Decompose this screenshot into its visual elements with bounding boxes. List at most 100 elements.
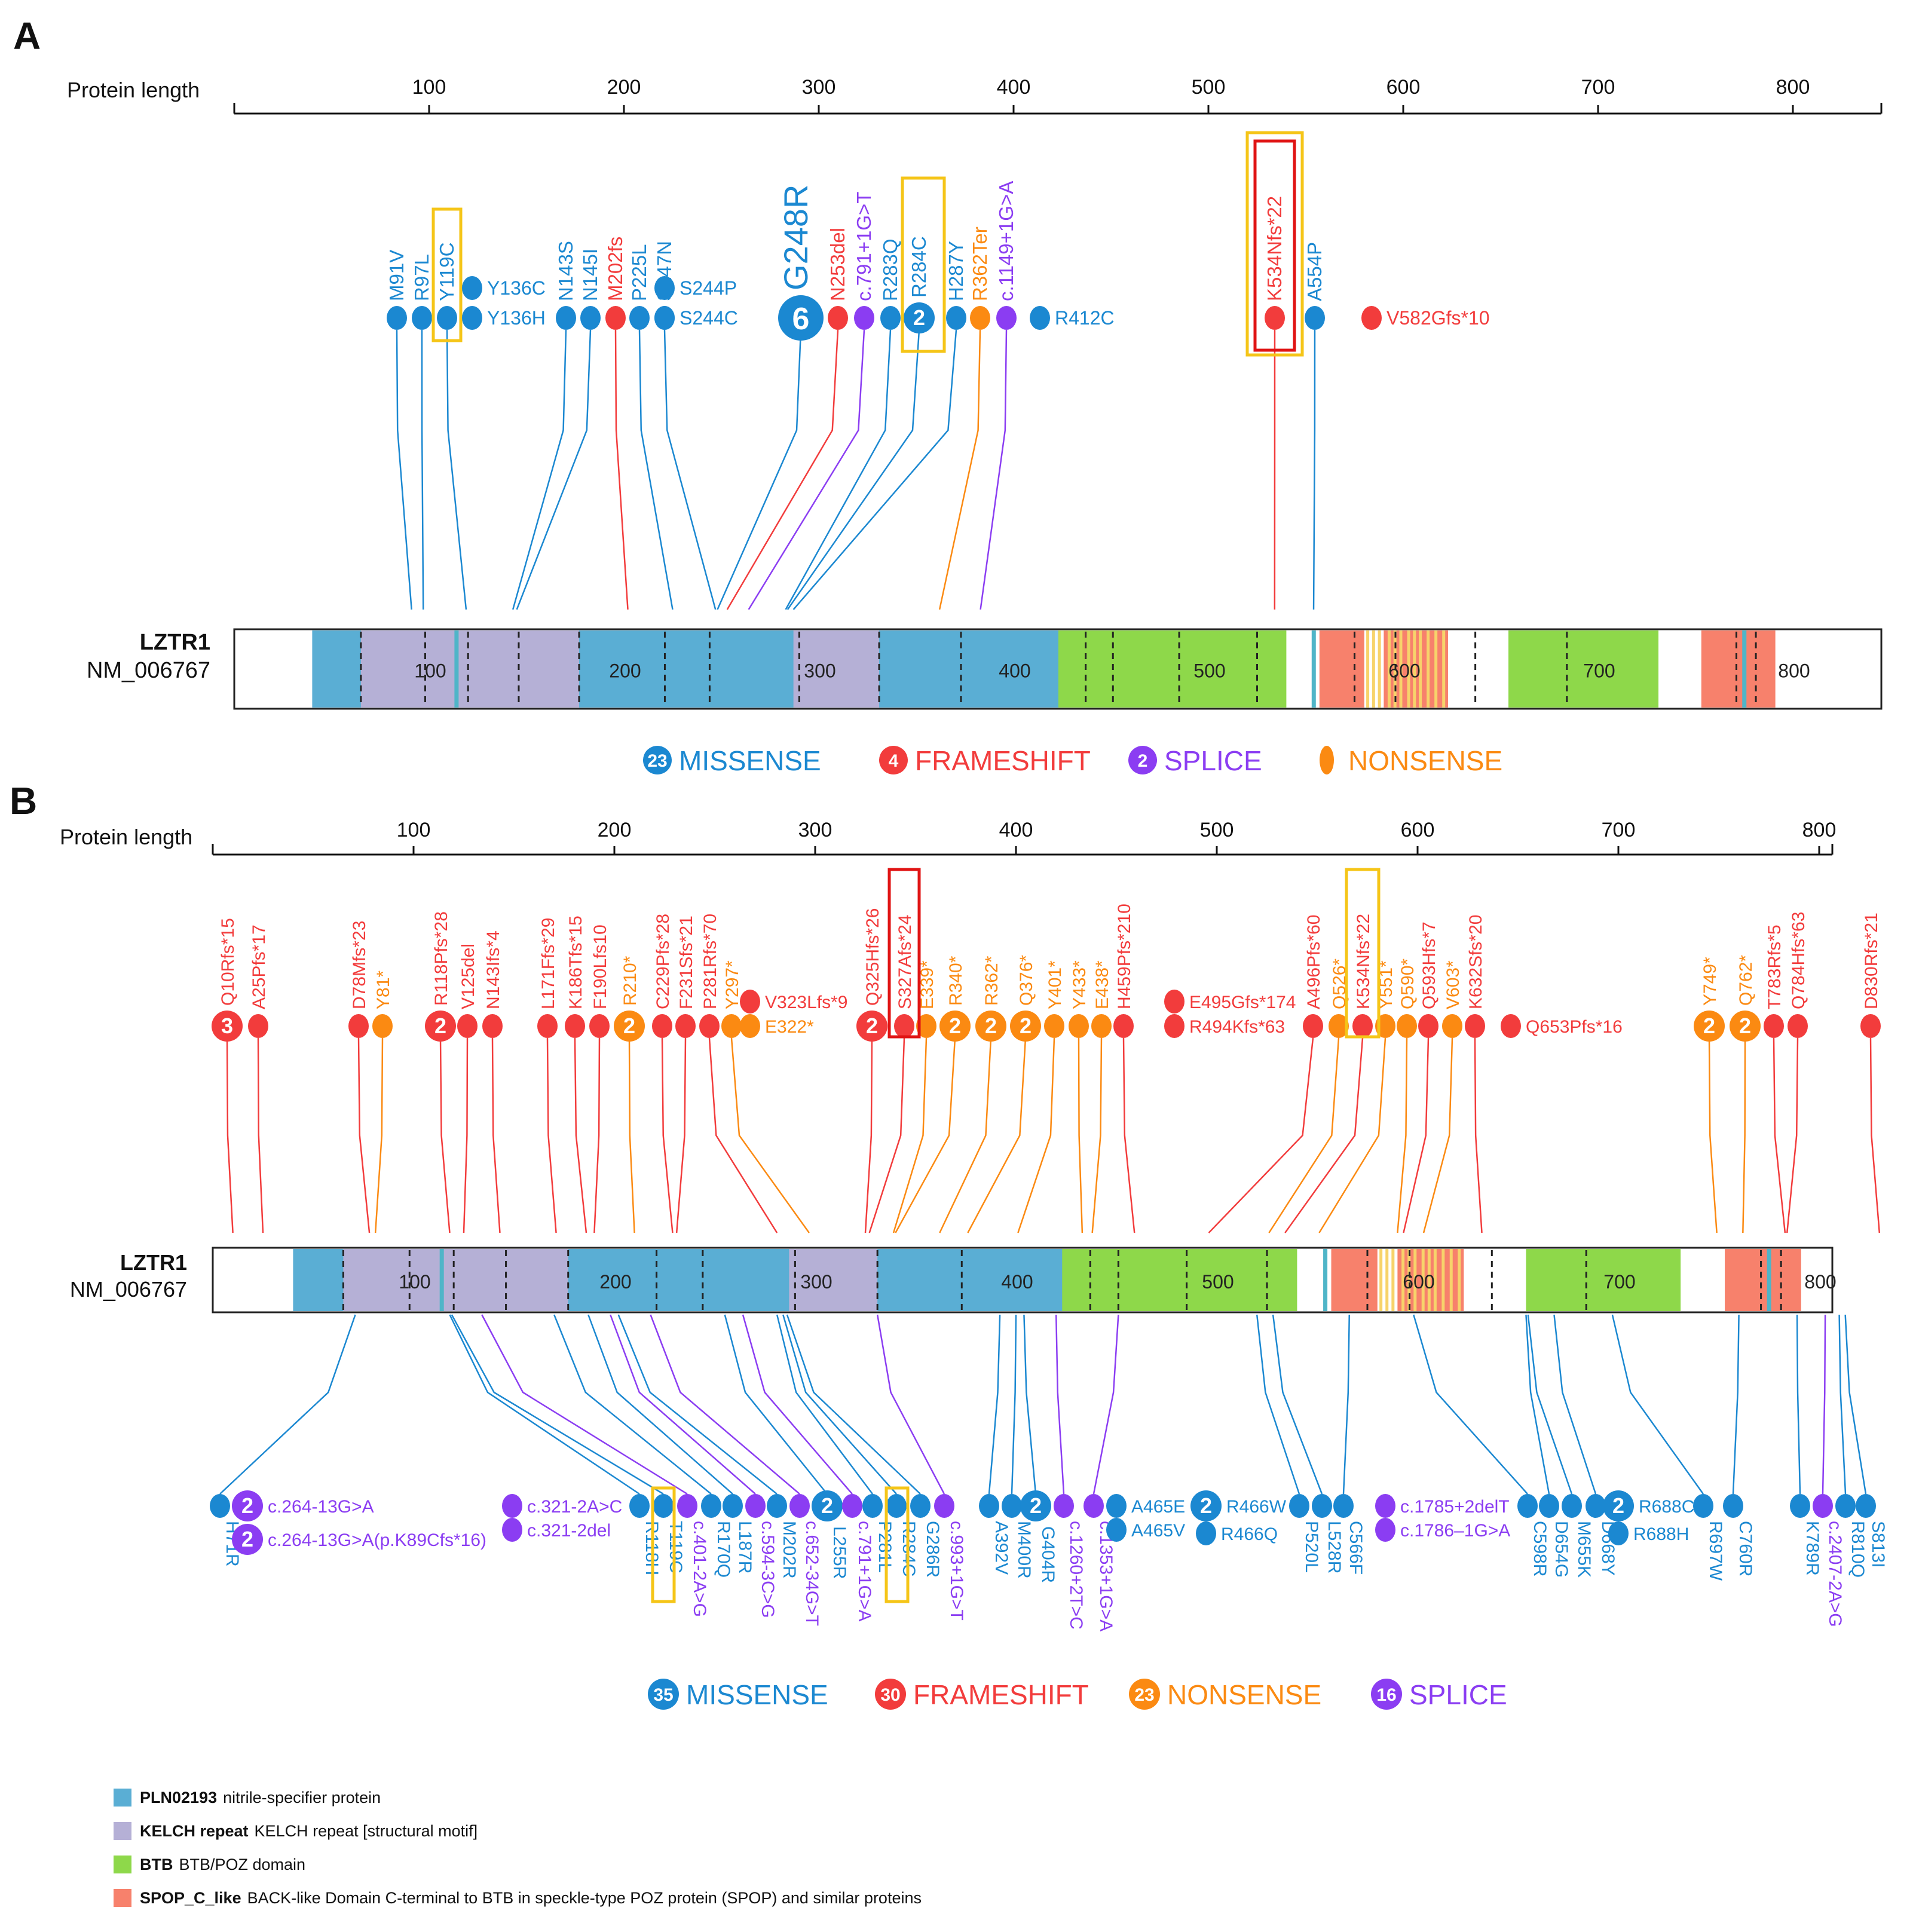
domain-stripe [1742,630,1747,708]
lollipop-stem [1553,1314,1597,1495]
lollipop-head-nonsense [916,1014,936,1038]
lollipop-head-missense [462,306,482,330]
lollipop-label: Q593Hfs*7 [1419,921,1439,1009]
domain-stripe [1391,1249,1395,1311]
lollipop-head-missense [654,306,675,330]
domain-legend-name: KELCH repeat [140,1821,249,1840]
legend-count: 30 [880,1685,900,1705]
lollipop-label: c.321-2del [527,1521,611,1541]
lollipop-label: A25Pfs*17 [249,924,269,1009]
lollipop-stem [1397,1037,1408,1233]
lollipop-head-frameshift [652,1014,672,1038]
lollipop-count: 2 [623,1014,635,1038]
lollipop-count: 3 [221,1014,233,1038]
lollipop-head-frameshift [565,1014,585,1038]
lollipop-head-missense [880,306,901,330]
domain-position-label: 200 [599,1271,631,1293]
panel-b-label: B [10,779,37,822]
domain-legend-desc: nitrile-specifier protein [223,1788,381,1807]
lollipop-head-frameshift [1860,1014,1881,1038]
lollipop-label: S813I [1868,1521,1888,1567]
lollipop-head-nonsense [372,1014,393,1038]
lollipop-label: F231Sfs*21 [677,916,696,1009]
axis-tick-label: 100 [397,819,431,841]
lollipop-label: c.1260+2T>C [1066,1521,1086,1630]
lollipop-label: K534Nfs*22 [1263,196,1286,301]
lollipop-head-nonsense [1044,1014,1064,1038]
legend-count-badge [1320,746,1334,774]
domain-stripe [1407,630,1410,708]
lollipop-label: D654G [1551,1521,1571,1578]
lollipop-head-splice [934,1494,954,1518]
lollipop-stem [661,1037,674,1233]
lollipop-head-missense [904,302,935,333]
lollipop-label: A465V [1131,1521,1185,1541]
lollipop-stem [1732,1314,1740,1495]
domain-position-label: 600 [1388,660,1420,682]
lollipop-label: c.2407-2A>G [1825,1521,1845,1627]
lollipop-stem [1284,1037,1364,1233]
lollipop-label: Y81* [374,970,393,1009]
lollipop-label: P281Rfs*70 [700,914,720,1009]
lollipop-head-splice [502,1494,522,1518]
lollipop-head-missense [701,1494,721,1518]
lollipop-count: 2 [985,1014,997,1038]
lollipop-stem [782,1314,897,1495]
domain-segment [789,1249,878,1311]
lollipop-head-splice [745,1494,766,1518]
lollipop-count: 2 [1200,1493,1212,1518]
lollipop-stem [553,1314,712,1495]
lollipop-label: H459Pfs*210 [1115,904,1134,1009]
lollipop-head-missense [862,1494,883,1518]
lollipop-stem [1122,1037,1135,1233]
panel-a-connectors [396,329,1316,610]
lollipop-label: c.1785+2delT [1400,1497,1510,1517]
lollipop-head-frameshift [537,1014,558,1038]
lollipop-label: L171Ffs*29 [538,918,558,1009]
lollipop-head-splice [854,306,874,330]
lollipop-label: R412C [1055,307,1115,329]
lollipop-head-frameshift [605,306,626,330]
lollipop-head-frameshift [1764,1014,1784,1038]
lollipop-label: c.791+1G>A [855,1521,874,1621]
lollipop-stem [546,1037,557,1233]
panel-a-gene-name: LZTR1 [140,630,210,655]
lollipop-label: Y749* [1700,957,1720,1006]
lollipop-stem [988,1314,1001,1495]
lollipop-stem [717,329,802,610]
domain-segment [343,1249,568,1311]
lollipop-head-frameshift [482,1014,503,1038]
lollipop-stem [1011,1314,1017,1495]
lollipop-head-frameshift [425,1011,456,1042]
lollipop-stem [449,1314,640,1495]
lollipop-label: P520L [1302,1521,1321,1573]
lollipop-label: K534Nfs*22 [1354,914,1373,1009]
axis-tick-label: 800 [1776,76,1810,99]
lollipop-head-splice [1084,1494,1104,1518]
domain-stripe [1419,630,1422,708]
lollipop-head-nonsense [1694,1011,1725,1042]
panel-a-lollipops: M91V R97L Y119C N143S N145I M202fs P225L S247N6… [385,131,1490,357]
lollipop-label: V125del [458,944,478,1009]
legend-count: 16 [1376,1685,1396,1705]
lollipop-head-missense [387,306,407,330]
domain-stripe [454,630,459,708]
lollipop-label: R118Pfs*28 [431,911,451,1006]
lollipop-head-nonsense [970,306,990,330]
lollipop-label: R688H [1633,1524,1689,1544]
lollipop-head-missense [979,1494,999,1518]
axis-tick-label: 300 [802,76,836,99]
domain-stripe [1427,630,1430,708]
lollipop-stem [663,329,717,610]
lollipop-head-splice [1375,1494,1395,1518]
lollipop-stem [587,1314,733,1495]
legend-count-badge [879,746,908,774]
lollipop-stem [939,1037,992,1233]
lollipop-head-missense [1586,1494,1606,1518]
lollipop-count: 2 [1612,1493,1624,1518]
lollipop-head-missense [1190,1490,1222,1521]
lollipop-stem [1474,1037,1483,1233]
lollipop-stem [610,1314,756,1495]
legend-label: FRAMESHIFT [913,1679,1089,1710]
domain-segment [1701,630,1776,708]
